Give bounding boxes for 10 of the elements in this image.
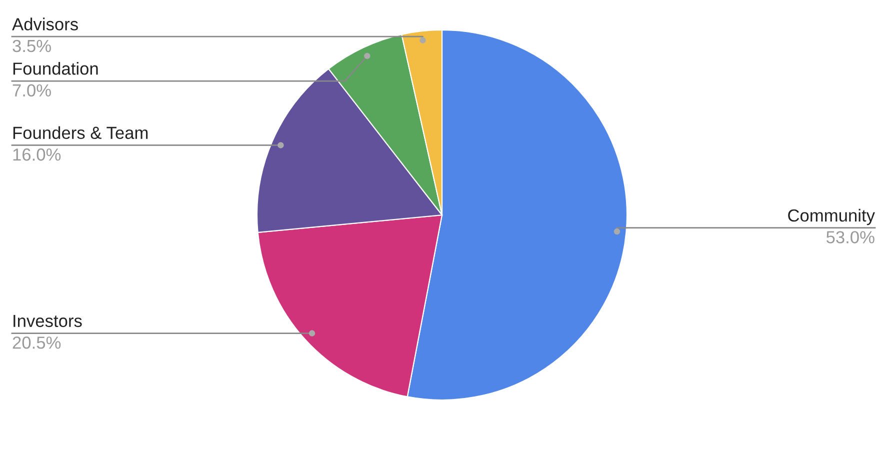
slice-label: Foundation (13, 62, 98, 75)
slice-label: Advisors (12, 18, 78, 30)
data-label: 53.0% (826, 231, 874, 244)
slice-label: Community (788, 208, 875, 226)
slice-label: Investors (14, 314, 82, 328)
slice-label: Founders & Team (13, 126, 148, 139)
data-label: 3.5% (12, 40, 51, 52)
data-label: 7.0% (12, 84, 51, 97)
data-label: 16.0% (13, 148, 61, 161)
data-label: 20.5% (12, 336, 61, 349)
